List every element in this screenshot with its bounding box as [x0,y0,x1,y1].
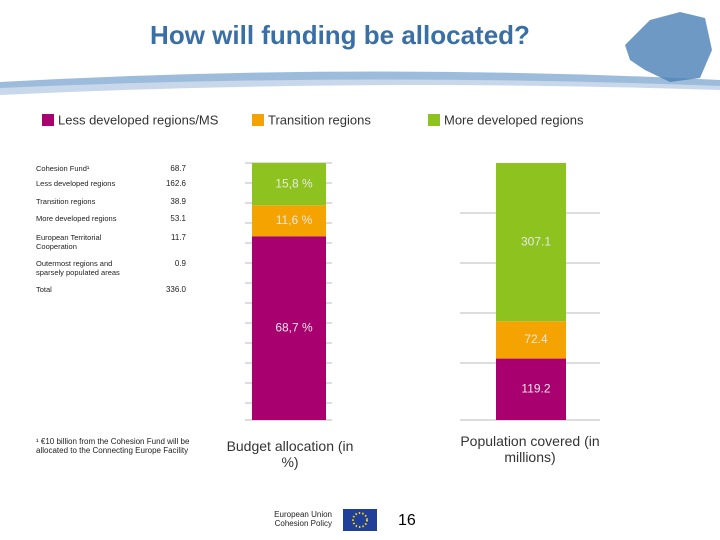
legend-swatch [428,114,440,126]
bar-segment [252,163,326,206]
table-cell: 0.9 [174,259,186,268]
table-row: Total 336.0 [36,285,186,294]
value-label: 72.4 [524,332,548,346]
bar-segment [252,205,326,237]
table-cell: Total [36,285,52,294]
value-label: 68,7 % [275,320,313,334]
bar-segment [496,358,566,420]
table-row: European Territorial Cooperation 11.7 [36,233,186,251]
legend-swatch [42,114,54,126]
legend-label: Transition regions [268,112,371,127]
footnote: ¹ €10 billion from the Cohesion Fund wil… [36,437,190,455]
legend-label: More developed regions [444,112,584,127]
europe-map [625,12,712,82]
eu-flag [343,509,377,531]
table-cell: 53.1 [170,214,186,223]
table-cell: 162.6 [165,179,186,188]
table-cell: Cohesion Fund¹ [36,164,90,173]
table-row: Outermost regions and sparsely populated… [36,259,186,277]
bar-segment [496,163,566,322]
table-cell: 38.9 [170,197,186,206]
x-label: Population covered (in millions) [460,433,600,465]
title: How will funding be allocated? [150,20,530,50]
value-label: 307.1 [521,234,551,248]
table-row: Cohesion Fund¹ 68.7 [36,164,186,173]
footer-org: European Union Cohesion Policy [274,510,332,528]
bar-segment [252,236,326,420]
table-cell: Outermost regions and sparsely populated… [36,259,120,277]
table-cell: 11.7 [171,233,186,242]
value-label: 119.2 [521,381,550,395]
table-cell: Less developed regions [36,179,116,188]
swoosh [0,79,720,95]
legend-swatch [252,114,264,126]
table-row: Transition regions 38.9 [36,197,186,206]
table-cell: European Territorial Cooperation [36,233,102,251]
value-label: 15,8 % [275,176,313,190]
value-label: 11,6 % [276,213,313,227]
table-row: More developed regions 53.1 [36,214,186,223]
bar-segment [496,321,566,359]
legend-label: Less developed regions/MS [58,112,219,127]
table-cell: 68.7 [170,164,186,173]
table-cell: 336.0 [165,285,186,294]
table-row: Less developed regions 162.6 [36,179,186,188]
table-cell: More developed regions [36,214,117,223]
page-number: 16 [398,512,416,529]
table-cell: Transition regions [36,197,96,206]
x-label: Budget allocation (in %) [226,438,354,470]
